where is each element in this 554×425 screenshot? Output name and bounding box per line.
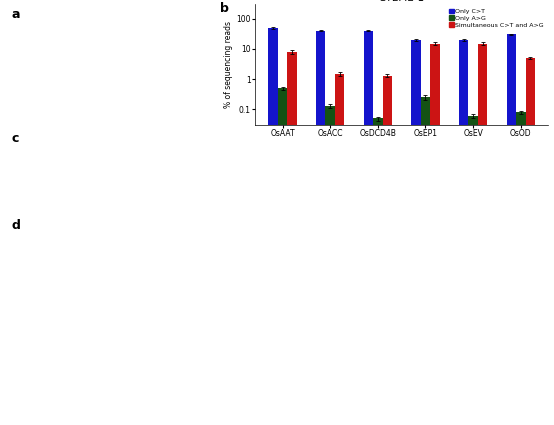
Bar <box>516 112 526 425</box>
Bar <box>268 28 278 425</box>
Legend: Only C>T, Only A>G, Simultaneous C>T and A>G: Only C>T, Only A>G, Simultaneous C>T and… <box>447 7 545 29</box>
Title: STEME-1: STEME-1 <box>379 0 424 3</box>
Bar <box>325 106 335 425</box>
Text: b: b <box>219 2 228 15</box>
Bar <box>278 88 288 425</box>
Text: a: a <box>11 8 19 21</box>
Text: d: d <box>11 219 20 232</box>
Bar <box>316 31 325 425</box>
Bar <box>468 116 478 425</box>
Bar <box>288 52 297 425</box>
Bar <box>430 44 440 425</box>
Bar <box>383 76 392 425</box>
Bar <box>526 58 535 425</box>
Text: c: c <box>11 132 18 145</box>
Bar <box>459 40 468 425</box>
Bar <box>373 119 383 425</box>
Bar <box>335 74 345 425</box>
Bar <box>478 44 488 425</box>
Y-axis label: % of sequencing reads: % of sequencing reads <box>224 21 233 108</box>
Bar <box>420 97 430 425</box>
Bar <box>363 31 373 425</box>
Bar <box>506 34 516 425</box>
Bar <box>411 40 420 425</box>
